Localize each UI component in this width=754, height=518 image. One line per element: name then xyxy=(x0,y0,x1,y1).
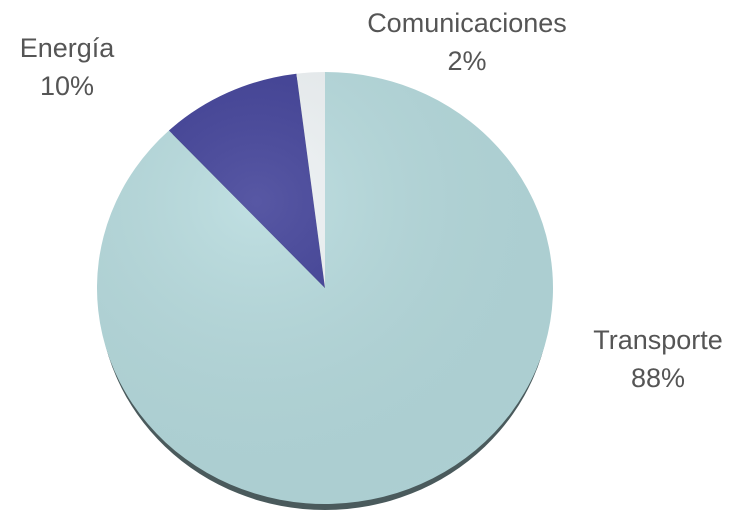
slice-label: Energía xyxy=(20,33,116,63)
slice-label: Comunicaciones xyxy=(367,8,567,38)
pie-shading xyxy=(97,72,553,504)
slice-label: Transporte xyxy=(593,325,723,355)
slice-value-label: 88% xyxy=(631,363,685,393)
slice-value-label: 2% xyxy=(447,46,486,76)
slice-value-label: 10% xyxy=(40,71,94,101)
